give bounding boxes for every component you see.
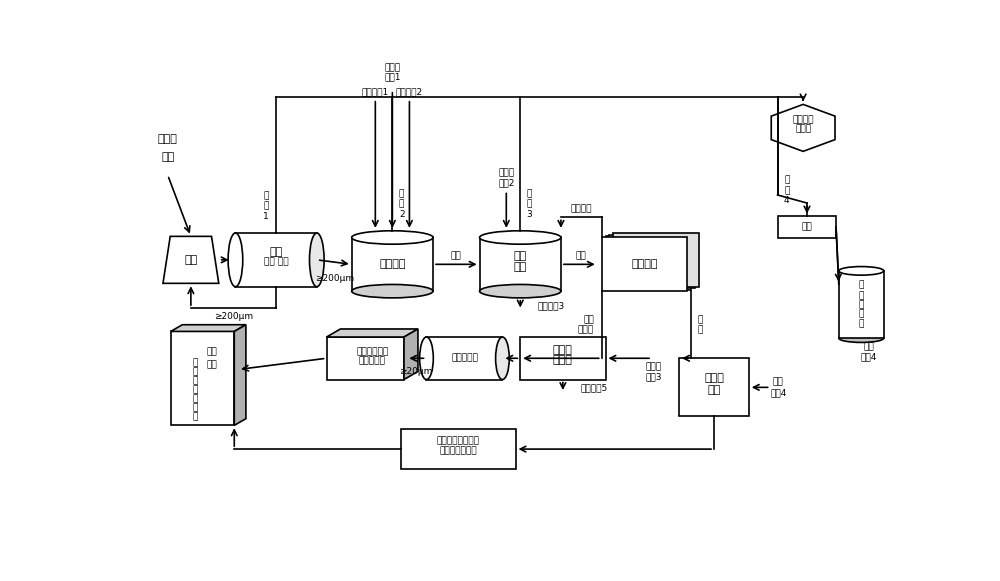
Text: 结晶: 结晶 — [707, 385, 721, 394]
Text: 品: 品 — [192, 385, 197, 394]
Text: 入口1: 入口1 — [384, 73, 401, 82]
Text: 滤
液: 滤 液 — [697, 315, 703, 335]
Text: 粉末材料计量: 粉末材料计量 — [356, 347, 388, 356]
Text: 冷: 冷 — [859, 300, 864, 309]
Ellipse shape — [480, 231, 561, 244]
Text: 或: 或 — [192, 358, 197, 367]
Text: 含水
固相物: 含水 固相物 — [578, 315, 594, 335]
Text: 产品: 产品 — [206, 347, 217, 356]
Bar — [609, 235, 695, 289]
Text: 固液分离: 固液分离 — [631, 259, 658, 270]
Text: 尾
气
1: 尾 气 1 — [263, 191, 269, 221]
Bar — [679, 358, 749, 417]
Polygon shape — [171, 325, 246, 331]
Text: 料浆: 料浆 — [576, 252, 587, 261]
Text: 与吸收: 与吸收 — [795, 125, 811, 134]
Bar — [401, 429, 516, 469]
Text: 废阴极: 废阴极 — [158, 134, 178, 144]
Text: 粉碎与筛分: 粉碎与筛分 — [451, 354, 478, 363]
Bar — [606, 236, 691, 290]
Text: 度: 度 — [192, 403, 197, 412]
Ellipse shape — [839, 334, 884, 342]
Text: 水: 水 — [859, 320, 864, 328]
Bar — [480, 238, 561, 291]
Text: 取样分析5: 取样分析5 — [580, 383, 608, 392]
Text: 入口2: 入口2 — [498, 178, 514, 187]
Text: 热处理: 热处理 — [553, 356, 573, 365]
Text: 破碎: 破碎 — [184, 255, 198, 265]
Text: 浓缩与: 浓缩与 — [704, 374, 724, 383]
Polygon shape — [163, 236, 219, 284]
Text: 取样分析3: 取样分析3 — [538, 302, 565, 310]
Text: 销售: 销售 — [206, 360, 217, 370]
Bar — [235, 233, 317, 286]
Text: ≥200μm: ≥200μm — [214, 312, 253, 321]
Text: 转化剂: 转化剂 — [384, 63, 400, 72]
Text: 取样
分析4: 取样 分析4 — [861, 342, 877, 361]
Text: 转化剂: 转化剂 — [498, 168, 514, 177]
Text: 炭块: 炭块 — [161, 152, 174, 162]
Text: 深: 深 — [192, 394, 197, 403]
Ellipse shape — [480, 285, 561, 298]
Bar — [839, 271, 884, 338]
Text: ≥200μm: ≥200μm — [315, 274, 354, 283]
Text: 开: 开 — [192, 412, 197, 421]
Ellipse shape — [352, 231, 433, 244]
Ellipse shape — [839, 267, 884, 275]
Bar — [778, 217, 836, 238]
Text: 收: 收 — [859, 292, 864, 300]
Text: 取样
分析4: 取样 分析4 — [770, 378, 787, 397]
Ellipse shape — [309, 233, 324, 286]
Ellipse shape — [228, 233, 243, 286]
Text: 尾
气
2: 尾 气 2 — [399, 189, 404, 219]
Text: 包装与仓储: 包装与仓储 — [359, 356, 386, 365]
Polygon shape — [404, 329, 418, 379]
Bar — [171, 331, 234, 425]
Bar — [520, 337, 606, 379]
Text: 尾
气
3: 尾 气 3 — [527, 189, 532, 219]
Text: 冷凝: 冷凝 — [802, 223, 812, 232]
Ellipse shape — [496, 337, 509, 379]
Text: 返回洗涤: 返回洗涤 — [571, 205, 592, 214]
Text: 转化剂
入口3: 转化剂 入口3 — [645, 362, 662, 381]
Text: 筛分 均化: 筛分 均化 — [264, 257, 288, 267]
Text: 破胶: 破胶 — [514, 251, 527, 261]
Text: 料浆: 料浆 — [451, 252, 462, 261]
Text: 洗涤: 洗涤 — [514, 261, 527, 271]
Text: 尾
气
4: 尾 气 4 — [784, 175, 790, 206]
Polygon shape — [771, 105, 835, 152]
Text: 转化反应: 转化反应 — [379, 259, 406, 270]
Text: 取样分析2: 取样分析2 — [396, 88, 423, 96]
Text: 尾气收集: 尾气收集 — [792, 115, 814, 124]
Text: 取样分析1: 取样分析1 — [362, 88, 389, 96]
Polygon shape — [234, 325, 246, 425]
Text: 者: 者 — [192, 367, 197, 376]
Text: 回: 回 — [859, 281, 864, 290]
Bar — [352, 238, 433, 291]
Text: 凝: 凝 — [859, 310, 864, 318]
Ellipse shape — [352, 285, 433, 298]
Text: 浓缩液或结晶产品: 浓缩液或结晶产品 — [437, 436, 480, 446]
Bar — [326, 337, 404, 379]
Bar — [426, 337, 502, 379]
Bar — [602, 238, 687, 291]
Bar — [613, 234, 698, 287]
Text: ≥20μm: ≥20μm — [399, 367, 432, 376]
Text: 磨粉: 磨粉 — [270, 247, 283, 257]
Text: 干燥或: 干燥或 — [553, 345, 573, 355]
Ellipse shape — [420, 337, 433, 379]
Text: 产: 产 — [192, 376, 197, 385]
Polygon shape — [326, 329, 418, 337]
Text: 计量包装与仓储: 计量包装与仓储 — [439, 446, 477, 455]
